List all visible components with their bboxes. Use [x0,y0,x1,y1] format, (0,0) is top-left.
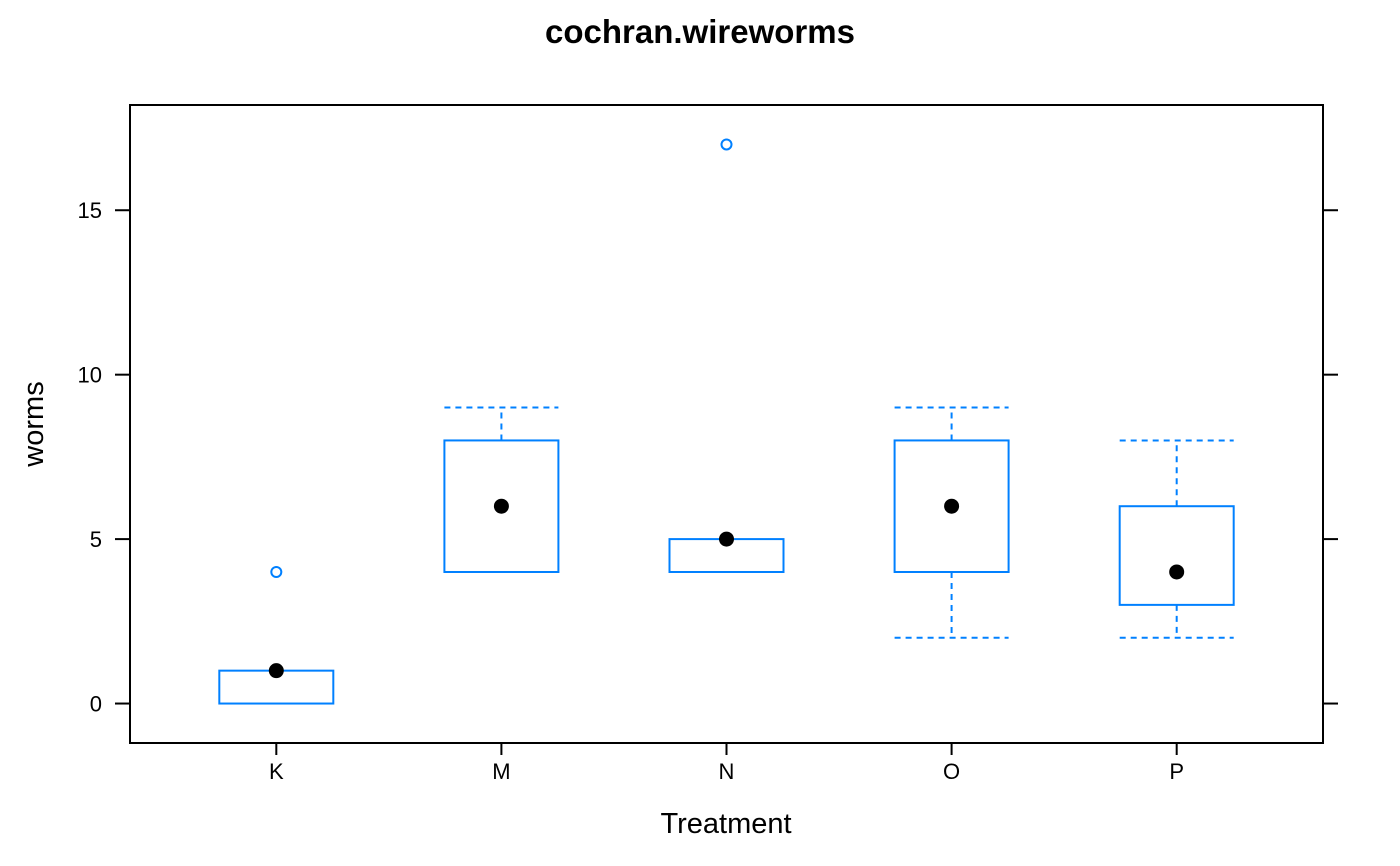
median-dot [944,498,960,514]
box-group-K [218,565,335,705]
plot-frame [129,104,1324,744]
box-group-M [443,406,560,573]
box-group-P [1118,439,1235,639]
y-tick-label: 15 [78,198,102,223]
outlier-point [270,565,283,578]
y-tick-label: 5 [90,527,102,552]
box-iqr [443,439,560,573]
chart-title: cochran.wireworms [545,13,855,50]
box-iqr [1118,505,1235,606]
x-tick-label: M [492,759,510,784]
median-dot [493,498,509,514]
median-dot [719,531,734,547]
x-tick-label: K [269,759,284,784]
y-axis-label: worms [18,381,50,467]
median-dot [1169,564,1185,580]
y-axis: 0 5 10 15 [78,198,1338,717]
y-tick-label: 0 [90,692,102,717]
x-tick-label: P [1169,759,1184,784]
outlier-point [720,138,733,151]
x-tick-label: N [719,759,735,784]
plot-marks [218,138,1235,705]
box-iqr [893,439,1010,573]
box-group-O [893,406,1010,639]
median-dot [268,663,284,679]
x-axis-label: Treatment [660,808,791,840]
x-tick-label: O [943,759,960,784]
y-tick-label: 10 [78,363,102,388]
box-group-N [668,138,785,573]
